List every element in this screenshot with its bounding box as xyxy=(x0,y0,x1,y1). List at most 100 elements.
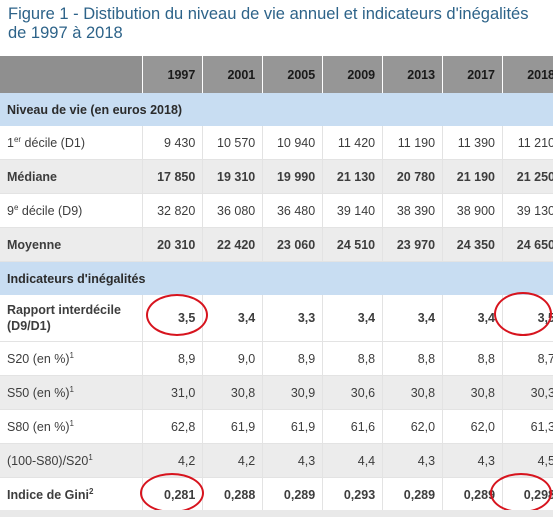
year-header: 1997 xyxy=(142,56,204,93)
table-cell: 24 650 xyxy=(502,227,553,262)
table-cell: 4,4 xyxy=(322,443,384,478)
table-cell: 0,289 xyxy=(262,477,324,512)
table-cell: 62,0 xyxy=(442,409,504,444)
table-cell: 36 080 xyxy=(202,193,264,228)
table-cell: 10 940 xyxy=(262,126,324,160)
data-table: 1997 2001 2005 2009 2013 2017 2018 Nivea… xyxy=(0,56,553,512)
table-cell: 61,9 xyxy=(262,409,324,444)
row-label: (100-S80)/S201 xyxy=(0,443,144,478)
table-cell: 4,5 xyxy=(502,443,553,478)
table-cell: 0,288 xyxy=(202,477,264,512)
table-cell: 24 350 xyxy=(442,227,504,262)
table-cell: 8,8 xyxy=(382,341,444,376)
table-row-ratio: (100-S80)/S201 4,2 4,2 4,3 4,4 4,3 4,3 4… xyxy=(0,443,553,478)
table-cell: 36 480 xyxy=(262,193,324,228)
table-row-s20: S20 (en %)1 8,9 9,0 8,9 8,8 8,8 8,8 8,7 xyxy=(0,341,553,376)
table-cell: 32 820 xyxy=(142,193,204,228)
table-cell: 17 850 xyxy=(142,159,204,194)
header-blank-cell xyxy=(0,56,144,93)
row-label: 1er décile (D1) xyxy=(0,126,144,160)
table-cell: 39 130 xyxy=(502,193,553,228)
row-label: Rapport interdécile (D9/D1) xyxy=(0,295,144,342)
table-cell: 8,8 xyxy=(442,341,504,376)
row-label: Moyenne xyxy=(0,227,144,262)
table-cell: 3,3 xyxy=(262,295,324,342)
year-header: 2005 xyxy=(262,56,324,93)
table-cell: 62,8 xyxy=(142,409,204,444)
row-label: Médiane xyxy=(0,159,144,194)
table-cell: 11 190 xyxy=(382,126,444,160)
section-row-niveau-de-vie: Niveau de vie (en euros 2018) xyxy=(0,93,553,126)
table-cell: 4,2 xyxy=(202,443,264,478)
table-cell: 23 060 xyxy=(262,227,324,262)
table-cell: 62,0 xyxy=(382,409,444,444)
table-cell: 3,5 xyxy=(502,295,553,342)
table-cell: 21 130 xyxy=(322,159,384,194)
year-header: 2001 xyxy=(202,56,264,93)
table-cell: 0,298 xyxy=(502,477,553,512)
table-cell: 24 510 xyxy=(322,227,384,262)
table-cell: 30,8 xyxy=(382,375,444,410)
table-cell: 9,0 xyxy=(202,341,264,376)
table-cell: 0,281 xyxy=(142,477,204,512)
table-cell: 30,3 xyxy=(502,375,553,410)
table-cell: 23 970 xyxy=(382,227,444,262)
row-label: 9e décile (D9) xyxy=(0,193,144,228)
table-cell: 3,4 xyxy=(382,295,444,342)
section-row-inegalites: Indicateurs d'inégalités xyxy=(0,261,553,295)
year-header: 2013 xyxy=(382,56,444,93)
year-header: 2009 xyxy=(322,56,384,93)
table-cell: 4,2 xyxy=(142,443,204,478)
section-label: Niveau de vie (en euros 2018) xyxy=(0,93,553,126)
table-row-s80: S80 (en %)1 62,8 61,9 61,9 61,6 62,0 62,… xyxy=(0,409,553,444)
table-cell: 3,4 xyxy=(442,295,504,342)
row-label: S20 (en %)1 xyxy=(0,341,144,376)
table-cell: 30,8 xyxy=(442,375,504,410)
table-row-d1: 1er décile (D1) 9 430 10 570 10 940 11 4… xyxy=(0,126,553,160)
table-cell: 3,5 xyxy=(142,295,204,342)
page-bottom-edge xyxy=(0,510,553,517)
table-cell: 8,8 xyxy=(322,341,384,376)
table-cell: 3,4 xyxy=(322,295,384,342)
table-cell: 8,9 xyxy=(262,341,324,376)
table-cell: 4,3 xyxy=(442,443,504,478)
table-cell: 8,7 xyxy=(502,341,553,376)
table-cell: 61,9 xyxy=(202,409,264,444)
table-row-moyenne: Moyenne 20 310 22 420 23 060 24 510 23 9… xyxy=(0,227,553,262)
table-cell: 11 420 xyxy=(322,126,384,160)
table-cell: 30,8 xyxy=(202,375,264,410)
table-cell: 3,4 xyxy=(202,295,264,342)
table-cell: 39 140 xyxy=(322,193,384,228)
table-cell: 20 310 xyxy=(142,227,204,262)
table-cell: 19 310 xyxy=(202,159,264,194)
table-row-mediane: Médiane 17 850 19 310 19 990 21 130 20 7… xyxy=(0,159,553,194)
table-cell: 61,6 xyxy=(322,409,384,444)
table-cell: 9 430 xyxy=(142,126,204,160)
table-cell: 22 420 xyxy=(202,227,264,262)
table-cell: 4,3 xyxy=(382,443,444,478)
table-cell: 21 250 xyxy=(502,159,553,194)
table-cell: 11 390 xyxy=(442,126,504,160)
row-label: S50 (en %)1 xyxy=(0,375,144,410)
figure-title: Figure 1 - Distibution du niveau de vie … xyxy=(8,5,529,42)
row-label: S80 (en %)1 xyxy=(0,409,144,444)
header-row: 1997 2001 2005 2009 2013 2017 2018 xyxy=(0,56,553,93)
table-cell: 31,0 xyxy=(142,375,204,410)
table-cell: 30,6 xyxy=(322,375,384,410)
table-cell: 0,293 xyxy=(322,477,384,512)
row-label: Indice de Gini2 xyxy=(0,477,144,512)
section-label: Indicateurs d'inégalités xyxy=(0,261,553,295)
table-row-rapport-interdecile: Rapport interdécile (D9/D1) 3,5 3,4 3,3 … xyxy=(0,295,553,342)
table-row-s50: S50 (en %)1 31,0 30,8 30,9 30,6 30,8 30,… xyxy=(0,375,553,410)
table-cell: 4,3 xyxy=(262,443,324,478)
table-cell: 38 900 xyxy=(442,193,504,228)
table-cell: 30,9 xyxy=(262,375,324,410)
year-header: 2018 xyxy=(502,56,553,93)
table-cell: 20 780 xyxy=(382,159,444,194)
table-cell: 0,289 xyxy=(382,477,444,512)
table-cell: 21 190 xyxy=(442,159,504,194)
table-cell: 11 210 xyxy=(502,126,553,160)
table-cell: 61,3 xyxy=(502,409,553,444)
table-cell: 10 570 xyxy=(202,126,264,160)
table-cell: 38 390 xyxy=(382,193,444,228)
